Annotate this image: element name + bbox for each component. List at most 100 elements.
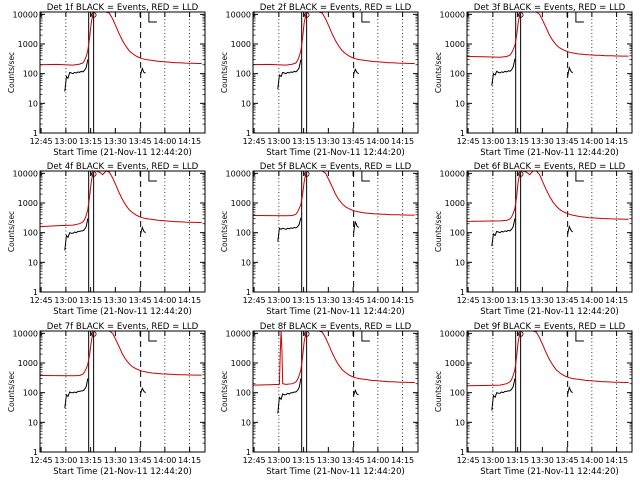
panel-title: Det 4f BLACK = Events, RED = LLD (47, 162, 199, 172)
panel-title: Det 2f BLACK = Events, RED = LLD (260, 3, 412, 13)
x-axis-label: Start Time (21-Nov-11 12:44:20) (53, 148, 192, 158)
y-tick-label: 100 (236, 70, 251, 79)
x-tick-label: 12:45 (457, 296, 480, 305)
series-events-line (64, 218, 89, 251)
x-tick-label: 13:15 (79, 456, 102, 465)
l-marker (575, 331, 584, 342)
y-tick-label: 10000 (440, 169, 465, 178)
y-tick-label: 10 (455, 99, 465, 108)
series-events-line (64, 59, 89, 92)
x-tick-label: 12:45 (457, 456, 480, 465)
y-tick-label: 100 (23, 389, 38, 398)
y-tick-label: 100 (236, 229, 251, 238)
series-lld-line (253, 12, 415, 66)
series-lld-line (467, 331, 629, 387)
x-tick-label: 13:00 (481, 296, 504, 305)
panel-det-7f: Det 7f BLACK = Events, RED = LLD 1 10 100 10… (7, 322, 206, 477)
x-tick-label: 14:00 (366, 456, 389, 465)
x-axis-label: Start Time (21-Nov-11 12:44:20) (266, 148, 405, 158)
y-tick-label: 10 (28, 258, 38, 267)
panel-det-4f: Det 4f BLACK = Events, RED = LLD 1 10 100 10… (7, 162, 206, 317)
series-lld-line (253, 171, 415, 217)
series-events-line (277, 378, 302, 414)
panel-det-6f: Det 6f BLACK = Events, RED = LLD 1 10 100 10… (434, 162, 633, 317)
y-tick-label: 100 (450, 70, 465, 79)
panel-title: Det 3f BLACK = Events, RED = LLD (474, 3, 626, 13)
y-tick-label: 10000 (13, 329, 38, 338)
x-tick-label: 14:00 (153, 296, 176, 305)
x-tick-label: 13:15 (79, 137, 102, 146)
x-tick-label: 14:00 (580, 137, 603, 146)
y-tick-label: 1 (246, 288, 251, 297)
y-tick-label: 1000 (231, 40, 251, 49)
y-tick-label: 10000 (226, 169, 251, 178)
series-events-line (353, 68, 359, 75)
x-tick-label: 14:15 (605, 137, 628, 146)
plot-frame (252, 11, 419, 134)
l-marker (361, 12, 370, 23)
x-tick-label: 14:00 (580, 296, 603, 305)
x-tick-label: 13:15 (506, 137, 529, 146)
x-tick-label: 14:15 (178, 456, 201, 465)
series-events-line (353, 221, 359, 233)
panel-det-9f: Det 9f BLACK = Events, RED = LLD 1 10 100 10… (434, 322, 633, 477)
series-events-line (277, 59, 302, 90)
y-tick-label: 10000 (440, 10, 465, 19)
y-tick-label: 1 (33, 448, 38, 457)
y-axis-label: Counts/sec (434, 52, 443, 93)
series-lld-line (40, 12, 202, 66)
y-axis-label: Counts/sec (220, 52, 229, 93)
y-tick-label: 1 (460, 129, 465, 138)
plot-frame (466, 11, 633, 134)
y-axis-label: Counts/sec (7, 52, 16, 93)
panel-det-3f: Det 3f BLACK = Events, RED = LLD 1 10 100 10… (434, 3, 633, 158)
panel-title: Det 1f BLACK = Events, RED = LLD (47, 3, 199, 13)
plot-frame (466, 170, 633, 293)
x-tick-label: 14:15 (391, 296, 414, 305)
y-tick-label: 100 (23, 229, 38, 238)
series-events-line (140, 66, 146, 75)
y-tick-label: 100 (450, 389, 465, 398)
x-tick-label: 13:30 (531, 137, 554, 146)
x-tick-label: 13:30 (104, 456, 127, 465)
x-axis-label: Start Time (21-Nov-11 12:44:20) (480, 307, 619, 317)
x-tick-label: 13:45 (342, 296, 365, 305)
x-tick-label: 13:30 (317, 137, 340, 146)
series-events-line (567, 385, 573, 395)
x-tick-label: 13:45 (342, 456, 365, 465)
y-tick-label: 10000 (440, 329, 465, 338)
x-tick-label: 13:30 (317, 456, 340, 465)
x-tick-label: 12:45 (30, 296, 53, 305)
plot-frame (252, 170, 419, 293)
series-events-line (491, 218, 516, 247)
x-tick-label: 13:00 (481, 456, 504, 465)
x-tick-label: 13:15 (292, 296, 315, 305)
x-tick-label: 14:15 (178, 137, 201, 146)
x-tick-label: 12:45 (30, 456, 53, 465)
x-tick-label: 13:00 (54, 456, 77, 465)
x-tick-label: 14:00 (153, 456, 176, 465)
x-tick-label: 14:00 (580, 456, 603, 465)
x-tick-label: 12:45 (30, 137, 53, 146)
x-axis-label: Start Time (21-Nov-11 12:44:20) (266, 307, 405, 317)
x-tick-label: 13:15 (506, 456, 529, 465)
y-tick-label: 10 (455, 418, 465, 427)
x-tick-label: 14:00 (153, 137, 176, 146)
x-tick-label: 13:00 (267, 456, 290, 465)
x-axis-label: Start Time (21-Nov-11 12:44:20) (266, 467, 405, 477)
x-tick-label: 13:00 (54, 296, 77, 305)
y-tick-label: 1 (33, 129, 38, 138)
series-events-line (277, 217, 302, 242)
series-events-line (567, 65, 573, 77)
x-tick-label: 14:00 (366, 137, 389, 146)
y-tick-label: 10 (241, 258, 251, 267)
y-tick-label: 1000 (18, 40, 38, 49)
x-tick-label: 13:30 (531, 456, 554, 465)
x-tick-label: 14:00 (366, 296, 389, 305)
x-tick-label: 12:45 (243, 296, 266, 305)
series-events-line (491, 378, 516, 411)
x-tick-label: 13:45 (556, 456, 579, 465)
y-tick-label: 1000 (231, 199, 251, 208)
y-tick-label: 10 (455, 258, 465, 267)
